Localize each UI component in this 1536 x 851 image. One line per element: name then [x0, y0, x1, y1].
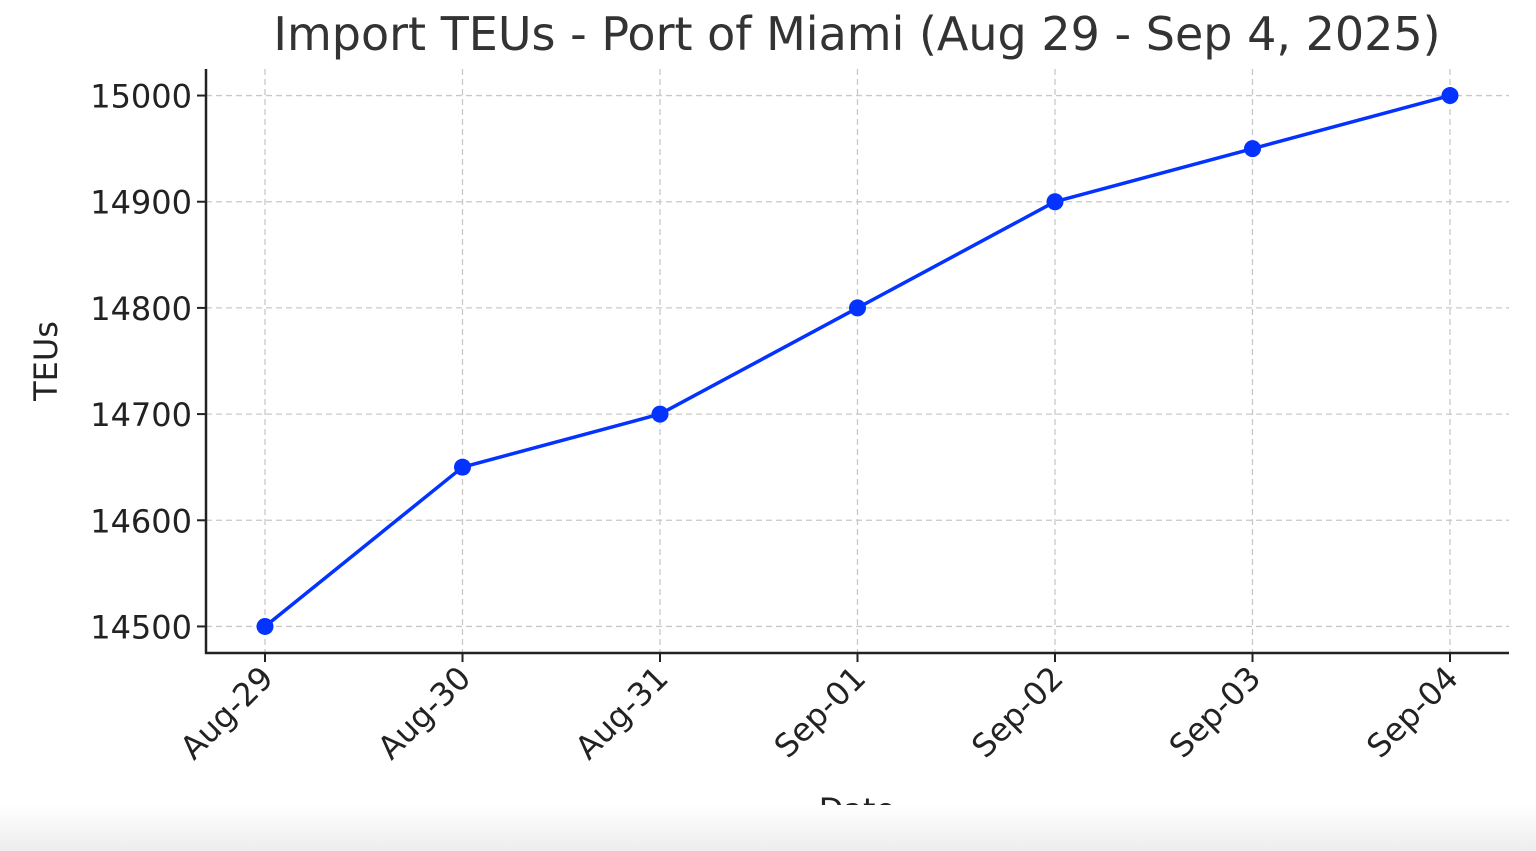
- chart-title: Import TEUs - Port of Miami (Aug 29 - Se…: [273, 7, 1440, 61]
- y-tick-label: 14900: [90, 184, 192, 222]
- x-tick-label: Aug-31: [568, 659, 676, 767]
- x-tick-label: Sep-02: [964, 659, 1070, 765]
- data-point: [849, 299, 866, 317]
- data-point: [1244, 140, 1261, 158]
- x-tick-label: Sep-01: [767, 659, 873, 765]
- x-tick-label: Sep-04: [1359, 659, 1465, 765]
- y-tick-label: 14600: [90, 502, 192, 540]
- bottom-fade: [0, 805, 1536, 851]
- y-tick-label: 15000: [90, 78, 192, 116]
- y-tick-labels: 14500 14600 14700 14800 14900 15000: [90, 78, 192, 647]
- axes-layer: [197, 69, 1509, 662]
- y-tick-label: 14700: [90, 396, 192, 434]
- y-tick-label: 14500: [90, 608, 192, 646]
- series-layer: [256, 87, 1459, 635]
- grid-layer: [206, 69, 1509, 653]
- data-point: [1441, 87, 1459, 105]
- data-point: [454, 458, 471, 476]
- y-tick-label: 14800: [90, 290, 192, 328]
- x-tick-label: Sep-03: [1162, 659, 1268, 765]
- data-point: [651, 405, 669, 423]
- x-tick-label: Aug-29: [173, 659, 281, 767]
- data-point: [256, 617, 274, 635]
- x-tick-label: Aug-30: [370, 659, 478, 767]
- data-point: [1046, 193, 1064, 211]
- x-tick-labels: Aug-29 Aug-30 Aug-31 Sep-01 Sep-02 Sep-03 Sep-…: [173, 659, 1466, 767]
- y-axis-label: TEUs: [27, 321, 65, 402]
